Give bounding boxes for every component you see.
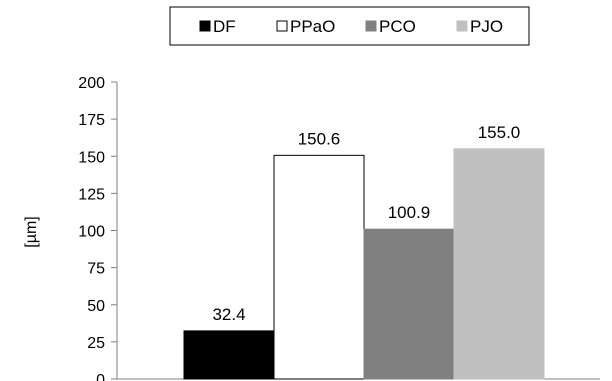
legend-label-pjo: PJO: [470, 17, 503, 36]
y-tick-label: 25: [87, 335, 105, 352]
legend-swatch-df: [199, 20, 211, 32]
data-label-pjo: 155.0: [478, 123, 521, 142]
legend-box: [169, 6, 530, 46]
y-axis-title: [µm]: [23, 216, 40, 247]
legend: DF PPaO PCO PJO: [169, 6, 530, 46]
y-tick-label: 100: [78, 224, 105, 241]
bar-pjo: [453, 148, 545, 380]
legend-label-ppao: PPaO: [290, 17, 335, 36]
legend-label-df: DF: [213, 17, 236, 36]
legend-label-pco: PCO: [379, 17, 416, 36]
bar-df: [183, 330, 275, 380]
legend-swatch-pjo: [456, 20, 468, 32]
y-tick-label: 75: [87, 261, 105, 278]
y-tick-label: 125: [78, 186, 105, 203]
legend-swatch-pco: [365, 20, 377, 32]
bar-pco: [363, 228, 455, 380]
y-tick-label: 175: [78, 112, 105, 129]
legend-swatch-ppao: [276, 20, 288, 32]
data-label-ppao: 150.6: [298, 129, 341, 148]
y-tick-label: 50: [87, 298, 105, 315]
y-tick-label: 200: [78, 75, 105, 92]
data-label-df: 32.4: [212, 305, 245, 324]
y-tick-label: 150: [78, 149, 105, 166]
bar-ppao: [273, 154, 365, 380]
y-tick-label: 0: [96, 372, 105, 381]
data-label-pco: 100.9: [388, 203, 431, 222]
